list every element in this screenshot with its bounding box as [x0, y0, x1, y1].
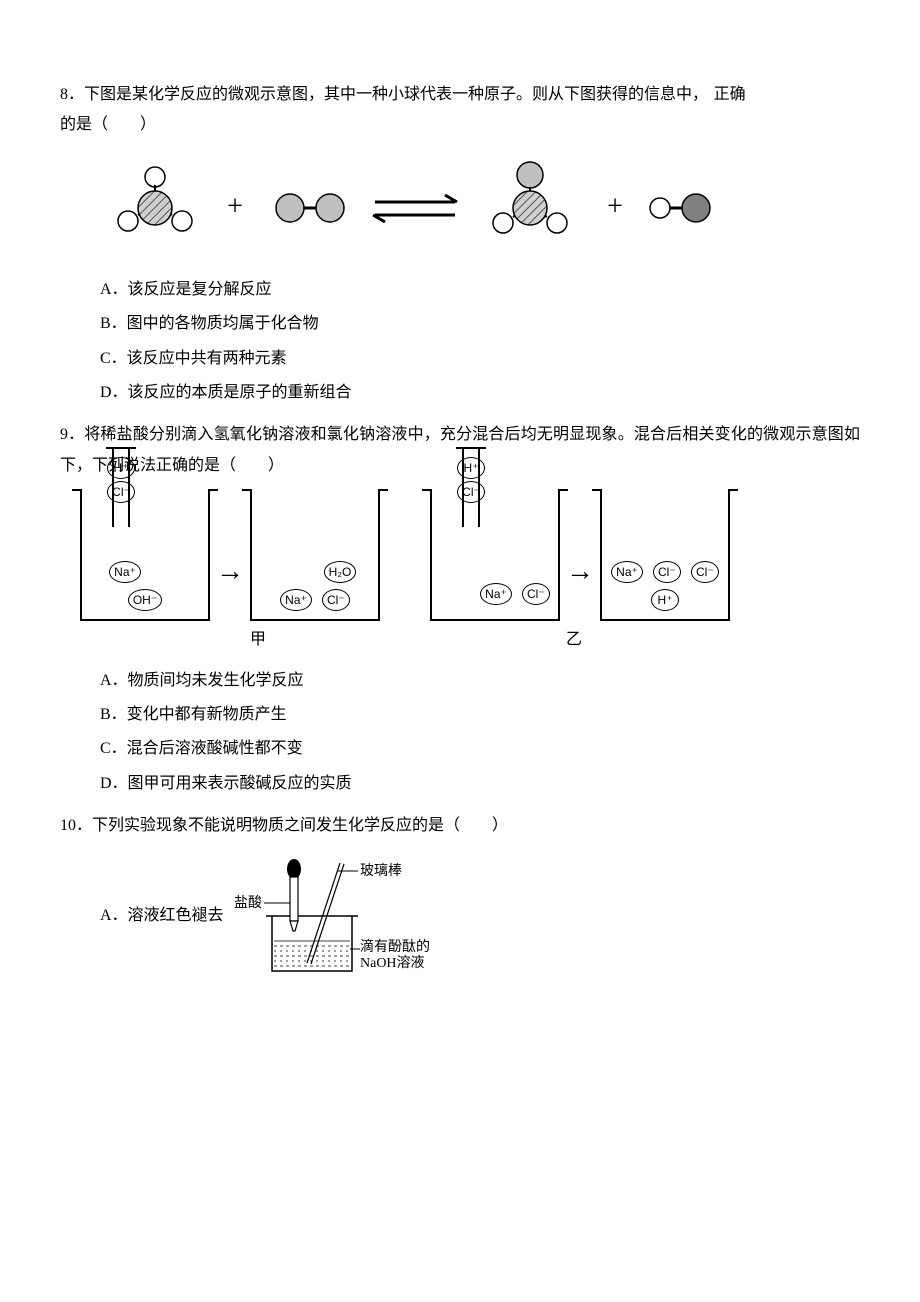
molecule-1-icon	[118, 167, 192, 231]
ion-cl: Cl⁻	[691, 561, 719, 583]
q9-number: 9．	[60, 426, 84, 443]
plus-icon: +	[607, 191, 623, 222]
equilibrium-arrow-icon	[373, 195, 457, 222]
q8-reaction-diagram: +	[90, 153, 860, 263]
beaker-yi-before: H⁺ Cl⁻ Na⁺ Cl⁻	[430, 491, 560, 621]
q10-stem: 10．下列实验现象不能说明物质之间发生化学反应的是（ ）	[60, 811, 860, 841]
glass-rod-icon	[307, 863, 340, 963]
q10-apparatus-icon: 盐酸 玻璃棒 滴有酚酞的 NaOH溶液	[232, 851, 432, 981]
ion-cl: Cl⁻	[522, 583, 550, 605]
molecule-4-icon	[650, 194, 710, 222]
ion-na: Na⁺	[611, 561, 643, 583]
ion-h2o: H₂O	[324, 561, 357, 583]
dropper-icon	[287, 859, 301, 931]
question-9: 9．将稀盐酸分别滴入氢氧化钠溶液和氯化钠溶液中，充分混合后均无明显现象。混合后相…	[60, 420, 860, 799]
q9-option-a: A．物质间均未发生化学反应	[100, 666, 860, 696]
funnel-icon: H⁺ Cl⁻	[112, 447, 130, 527]
q9-panel-yi: H⁺ Cl⁻ Na⁺ Cl⁻ → Na⁺ Cl⁻	[430, 491, 730, 621]
label-naoh2: NaOH溶液	[360, 955, 425, 971]
ion-cl: Cl⁻	[322, 589, 350, 611]
q8-option-b: B．图中的各物质均属于化合物	[100, 309, 860, 339]
label-hcl: 盐酸	[234, 895, 262, 911]
label-jia: 甲	[250, 625, 266, 655]
q8-stem-2: 的是（ ）	[60, 110, 860, 140]
q10-number: 10．	[60, 817, 92, 834]
beaker-yi-after: Na⁺ Cl⁻ Cl⁻ H⁺	[600, 491, 730, 621]
q10-option-a-text: A．溶液红色褪去	[100, 901, 224, 931]
q10-option-a: A．溶液红色褪去	[60, 851, 860, 981]
ion-h: H⁺	[107, 457, 135, 479]
q8-stem: 8．下图是某化学反应的微观示意图，其中一种小球代表一种原子。则从下图获得的信息中…	[60, 80, 860, 110]
ion-na: Na⁺	[480, 583, 512, 605]
plus-icon: +	[227, 191, 243, 222]
q9-option-d: D．图甲可用来表示酸碱反应的实质	[100, 769, 860, 799]
question-8: 8．下图是某化学反应的微观示意图，其中一种小球代表一种原子。则从下图获得的信息中…	[60, 80, 860, 408]
label-naoh1: 滴有酚酞的	[360, 938, 430, 955]
q8-number: 8．	[60, 86, 84, 103]
ion-cl: Cl⁻	[457, 481, 485, 503]
funnel-icon: H⁺ Cl⁻	[462, 447, 480, 527]
ion-na: Na⁺	[109, 561, 141, 583]
beaker-jia-after: H₂O Na⁺ Cl⁻	[250, 491, 380, 621]
q8-option-c: C．该反应中共有两种元素	[100, 344, 860, 374]
ion-cl: Cl⁻	[107, 481, 135, 503]
q8-option-a: A．该反应是复分解反应	[100, 275, 860, 305]
q9-diagram: H⁺ Cl⁻ Na⁺ OH⁻ → H₂O Na⁺	[80, 491, 860, 621]
ion-h: H⁺	[457, 457, 485, 479]
label-yi: 乙	[566, 625, 582, 655]
q8-stem-a: 下图是某化学反应的微观示意图，其中一种小球代表一种原子。则从下图获得的信息中，	[84, 86, 708, 103]
ion-oh: OH⁻	[128, 589, 162, 611]
beaker-jia-before: H⁺ Cl⁻ Na⁺ OH⁻	[80, 491, 210, 621]
q9-option-c: C．混合后溶液酸碱性都不变	[100, 734, 860, 764]
molecule-3-icon	[493, 162, 567, 233]
ion-cl: Cl⁻	[653, 561, 681, 583]
q9-option-b: B．变化中都有新物质产生	[100, 700, 860, 730]
q8-options: A．该反应是复分解反应 B．图中的各物质均属于化合物 C．该反应中共有两种元素 …	[60, 275, 860, 409]
q9-labels: 甲 乙	[60, 625, 860, 655]
q9-panel-jia: H⁺ Cl⁻ Na⁺ OH⁻ → H₂O Na⁺	[80, 491, 380, 621]
arrow-right-icon: →	[566, 515, 594, 598]
ion-na: Na⁺	[280, 589, 312, 611]
q10-stem-text: 下列实验现象不能说明物质之间发生化学反应的是（ ）	[92, 817, 508, 834]
q8-stem-b: 正确	[714, 86, 746, 103]
question-10: 10．下列实验现象不能说明物质之间发生化学反应的是（ ） A．溶液红色褪去	[60, 811, 860, 981]
ion-h: H⁺	[651, 589, 679, 611]
molecule-2-icon	[276, 194, 344, 222]
q9-options: A．物质间均未发生化学反应 B．变化中都有新物质产生 C．混合后溶液酸碱性都不变…	[60, 666, 860, 800]
q8-option-d: D．该反应的本质是原子的重新组合	[100, 378, 860, 408]
arrow-right-icon: →	[216, 515, 244, 598]
label-rod: 玻璃棒	[360, 862, 402, 879]
